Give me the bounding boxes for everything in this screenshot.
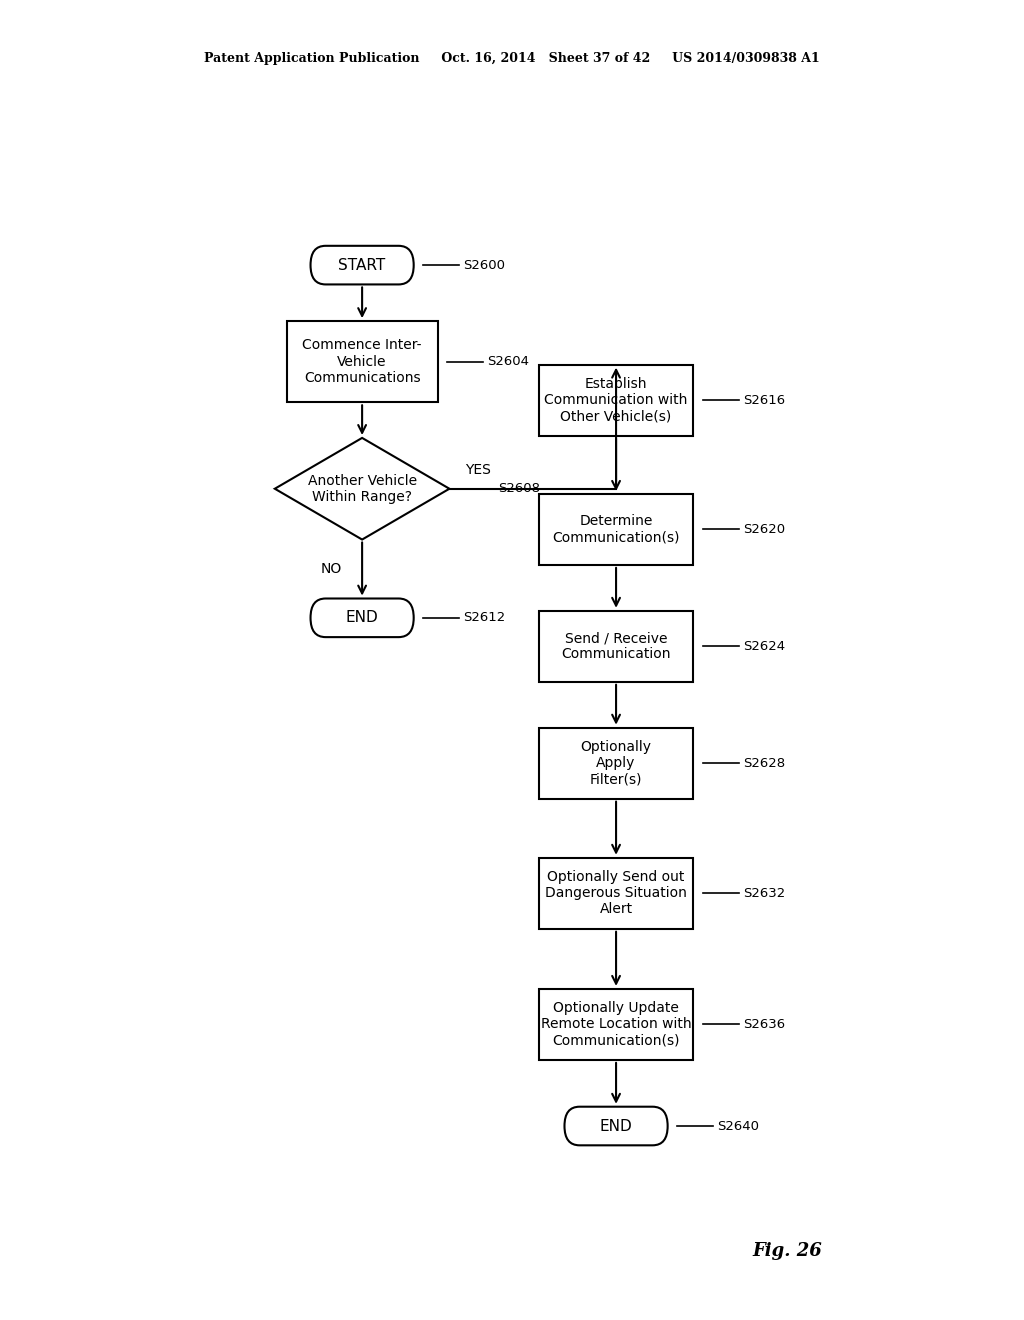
Text: Send / Receive
Communication: Send / Receive Communication (561, 631, 671, 661)
FancyBboxPatch shape (564, 1106, 668, 1146)
Bar (539, 494, 693, 565)
Text: S2604: S2604 (486, 355, 528, 368)
Text: Patent Application Publication     Oct. 16, 2014   Sheet 37 of 42     US 2014/03: Patent Application Publication Oct. 16, … (204, 51, 820, 65)
Text: START: START (339, 257, 386, 273)
Text: S2600: S2600 (463, 259, 505, 272)
Text: S2612: S2612 (463, 611, 505, 624)
Text: S2632: S2632 (742, 887, 784, 900)
Bar (287, 321, 437, 403)
Text: S2640: S2640 (717, 1119, 759, 1133)
Text: Fig. 26: Fig. 26 (753, 1242, 822, 1261)
Text: S2636: S2636 (742, 1018, 784, 1031)
Text: Optionally
Apply
Filter(s): Optionally Apply Filter(s) (581, 741, 651, 787)
Text: YES: YES (465, 462, 492, 477)
Bar (539, 364, 693, 436)
Bar (539, 611, 693, 682)
Polygon shape (274, 438, 450, 540)
Text: END: END (600, 1118, 633, 1134)
Text: Another Vehicle
Within Range?: Another Vehicle Within Range? (307, 474, 417, 504)
Bar (539, 989, 693, 1060)
Text: END: END (346, 610, 379, 626)
Text: NO: NO (321, 562, 342, 576)
FancyBboxPatch shape (310, 246, 414, 284)
FancyBboxPatch shape (310, 598, 414, 638)
Text: Optionally Update
Remote Location with
Communication(s): Optionally Update Remote Location with C… (541, 1001, 691, 1048)
Text: S2608: S2608 (499, 482, 541, 495)
Bar (539, 858, 693, 929)
Text: S2624: S2624 (742, 640, 784, 653)
Text: S2620: S2620 (742, 523, 784, 536)
Text: S2628: S2628 (742, 756, 784, 770)
Text: Determine
Communication(s): Determine Communication(s) (552, 515, 680, 544)
Text: S2616: S2616 (742, 393, 784, 407)
Text: Establish
Communication with
Other Vehicle(s): Establish Communication with Other Vehic… (545, 378, 688, 424)
Text: Optionally Send out
Dangerous Situation
Alert: Optionally Send out Dangerous Situation … (545, 870, 687, 916)
Text: Commence Inter-
Vehicle
Communications: Commence Inter- Vehicle Communications (302, 338, 422, 385)
Bar (539, 727, 693, 799)
